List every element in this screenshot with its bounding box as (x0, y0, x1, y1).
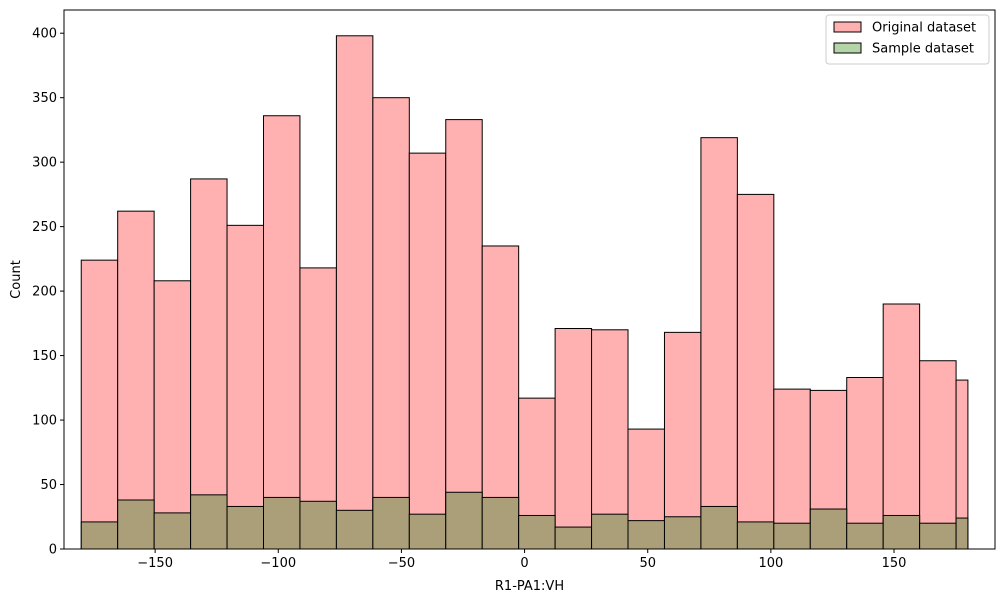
bar-series-1-bin-19 (736, 193, 775, 550)
bar-series-2-bin-12 (481, 496, 520, 550)
x-axis-title: R1-PA1:VH (495, 579, 564, 594)
y-tick-label: 400 (32, 27, 57, 42)
bar-series-1-bin-14 (554, 328, 593, 550)
bar-series-2-bin-9 (372, 496, 410, 550)
bar-series-1-bin-10 (408, 152, 447, 550)
y-tick-label: 150 (32, 349, 57, 364)
bar-series-2-bin-23 (882, 514, 921, 550)
bars-layer (80, 35, 969, 550)
y-tick-label: 300 (32, 156, 57, 171)
x-tick-label: 50 (639, 556, 656, 571)
bar-series-1-bin-5 (226, 224, 264, 550)
y-tick-label: 250 (32, 220, 57, 235)
bar-series-1-bin-8 (335, 35, 374, 550)
bar-series-2-bin-3 (153, 512, 192, 550)
bar-series-2-bin-22 (846, 522, 884, 550)
bar-series-2-bin-4 (190, 494, 228, 550)
x-tick-label: −150 (137, 556, 173, 571)
bar-series-2-bin-20 (773, 522, 811, 550)
bar-series-2-bin-25 (955, 517, 969, 550)
legend-swatch (833, 42, 862, 54)
bar-series-2-bin-7 (299, 500, 337, 550)
bar-series-2-bin-11 (445, 491, 483, 550)
x-tick-label: 100 (758, 556, 783, 571)
y-tick-label: 0 (49, 543, 57, 558)
bar-series-2-bin-24 (919, 522, 957, 550)
bar-series-2-bin-13 (518, 514, 556, 550)
bar-series-2-bin-21 (809, 508, 848, 550)
bar-series-1-bin-15 (591, 329, 629, 550)
bar-series-2-bin-14 (554, 526, 593, 550)
bar-series-2-bin-10 (408, 513, 447, 550)
bar-series-2-bin-2 (117, 499, 155, 550)
y-tick-label: 200 (32, 285, 57, 300)
x-tick-label: −100 (260, 556, 296, 571)
legend: Original dataset Sample dataset (825, 14, 990, 65)
bar-series-2-bin-19 (736, 521, 775, 550)
x-tick-label: −50 (388, 556, 415, 571)
x-axis: −150 −100 −50 0 50 100 150 (137, 549, 906, 571)
bar-series-2-bin-15 (591, 513, 629, 550)
bar-series-1-bin-17 (663, 331, 702, 550)
bar-series-2-bin-1 (80, 521, 119, 550)
bar-series-1-bin-11 (445, 119, 483, 550)
bar-series-1-bin-3 (153, 280, 192, 550)
bar-series-2-bin-16 (627, 520, 665, 550)
bar-series-2-bin-5 (226, 505, 264, 550)
plot-frame (63, 9, 996, 550)
bar-series-1-bin-2 (117, 210, 155, 550)
bar-series-1-bin-18 (700, 137, 738, 550)
bar-series-1-bin-23 (882, 303, 921, 550)
legend-box (825, 14, 990, 65)
bar-series-2-bin-8 (335, 509, 374, 550)
bar-series-1-bin-6 (263, 115, 301, 550)
y-tick-label: 100 (32, 414, 57, 429)
bar-series-2-bin-17 (663, 516, 702, 550)
bar-series-1-bin-24 (919, 360, 957, 550)
y-axis-title: Count (9, 260, 24, 299)
bar-series-2-bin-18 (700, 505, 738, 550)
bar-series-2-bin-6 (263, 496, 301, 550)
y-tick-label: 350 (32, 91, 57, 106)
x-tick-label: 150 (882, 556, 907, 571)
bar-series-1-bin-9 (372, 97, 410, 550)
bar-series-1-bin-4 (190, 178, 228, 550)
x-tick-label: 0 (520, 556, 528, 571)
y-axis: 0 50 100 150 200 250 300 350 400 (32, 27, 64, 558)
bar-series-1-bin-1 (80, 259, 119, 550)
y-tick-label: 50 (40, 478, 57, 493)
legend-label: Sample dataset (872, 42, 974, 57)
legend-swatch (833, 21, 862, 33)
legend-label: Original dataset (872, 21, 976, 36)
